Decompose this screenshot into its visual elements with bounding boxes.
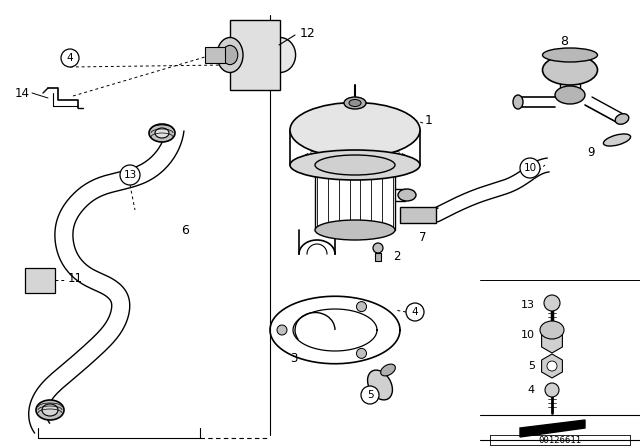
Text: 1: 1 bbox=[425, 113, 433, 126]
Text: 10: 10 bbox=[521, 330, 535, 340]
Text: 00126611: 00126611 bbox=[538, 435, 582, 444]
Ellipse shape bbox=[290, 150, 420, 180]
Text: 8: 8 bbox=[560, 34, 568, 47]
Text: 9: 9 bbox=[588, 146, 595, 159]
Ellipse shape bbox=[264, 38, 296, 73]
Ellipse shape bbox=[42, 404, 58, 416]
Text: 4: 4 bbox=[412, 307, 419, 317]
Ellipse shape bbox=[373, 243, 383, 253]
Circle shape bbox=[361, 386, 379, 404]
Ellipse shape bbox=[36, 400, 64, 420]
Circle shape bbox=[356, 302, 367, 312]
Ellipse shape bbox=[315, 155, 395, 175]
Circle shape bbox=[406, 303, 424, 321]
Circle shape bbox=[120, 165, 140, 185]
Circle shape bbox=[544, 295, 560, 311]
Ellipse shape bbox=[222, 45, 238, 65]
Text: 6: 6 bbox=[181, 224, 189, 237]
Ellipse shape bbox=[543, 48, 598, 62]
Polygon shape bbox=[520, 420, 585, 437]
Text: 4: 4 bbox=[67, 53, 74, 63]
Ellipse shape bbox=[513, 95, 523, 109]
Text: 12: 12 bbox=[300, 26, 316, 39]
Ellipse shape bbox=[615, 114, 628, 124]
Ellipse shape bbox=[344, 97, 366, 109]
Text: 11: 11 bbox=[68, 271, 83, 284]
Circle shape bbox=[356, 349, 367, 358]
Text: 10: 10 bbox=[524, 163, 536, 173]
FancyBboxPatch shape bbox=[230, 20, 280, 90]
Ellipse shape bbox=[315, 220, 395, 240]
FancyBboxPatch shape bbox=[400, 207, 436, 223]
Text: 5: 5 bbox=[367, 390, 373, 400]
Text: 14: 14 bbox=[15, 86, 30, 99]
Circle shape bbox=[277, 325, 287, 335]
Ellipse shape bbox=[555, 86, 585, 104]
FancyBboxPatch shape bbox=[375, 253, 381, 261]
Ellipse shape bbox=[349, 99, 361, 107]
Ellipse shape bbox=[367, 370, 392, 400]
Circle shape bbox=[547, 361, 557, 371]
Circle shape bbox=[520, 158, 540, 178]
Ellipse shape bbox=[217, 38, 243, 73]
Ellipse shape bbox=[543, 55, 598, 85]
Circle shape bbox=[61, 49, 79, 67]
Ellipse shape bbox=[540, 321, 564, 339]
Text: 13: 13 bbox=[124, 170, 136, 180]
Ellipse shape bbox=[290, 103, 420, 158]
Ellipse shape bbox=[604, 134, 630, 146]
Ellipse shape bbox=[381, 364, 396, 376]
FancyBboxPatch shape bbox=[25, 268, 55, 293]
Text: 3: 3 bbox=[290, 352, 298, 365]
Ellipse shape bbox=[149, 124, 175, 142]
FancyBboxPatch shape bbox=[205, 47, 225, 63]
Text: 2: 2 bbox=[393, 250, 401, 263]
Text: 13: 13 bbox=[521, 300, 535, 310]
Text: 7: 7 bbox=[419, 231, 427, 244]
Text: 5: 5 bbox=[528, 361, 535, 371]
Text: 4: 4 bbox=[528, 385, 535, 395]
Ellipse shape bbox=[398, 189, 416, 201]
Ellipse shape bbox=[155, 128, 169, 138]
Circle shape bbox=[545, 383, 559, 397]
